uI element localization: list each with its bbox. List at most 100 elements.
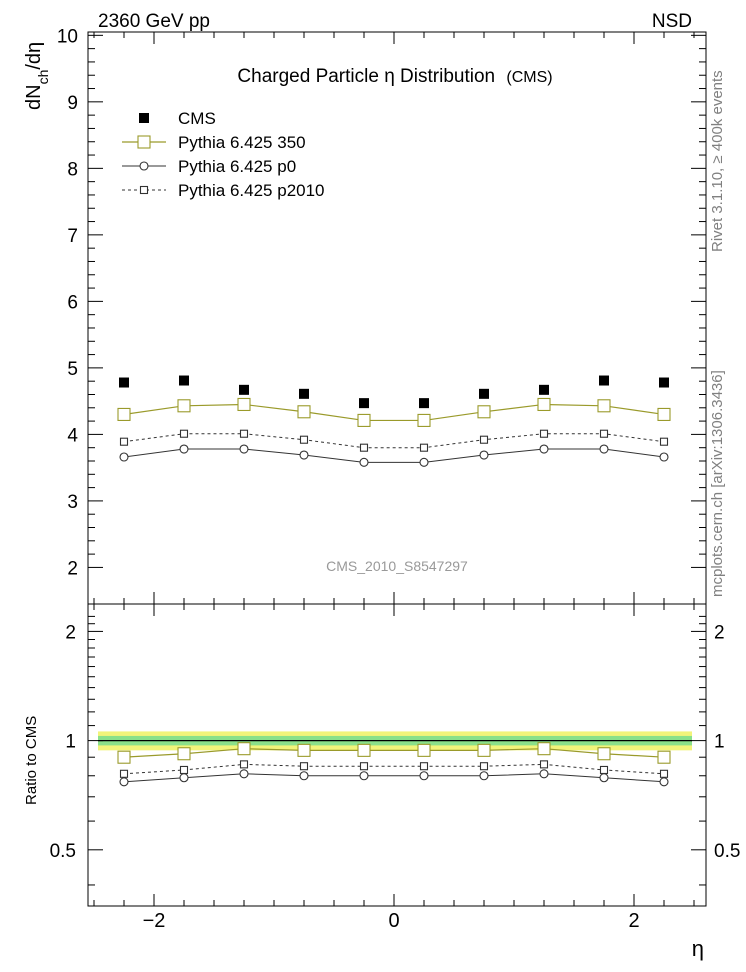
data-point bbox=[179, 444, 189, 454]
side-label-source: mcplots.cern.ch [arXiv:1306.3436] bbox=[709, 370, 726, 597]
x-tick-label: 2 bbox=[628, 910, 639, 932]
y-tick-label: 7 bbox=[67, 226, 78, 247]
data-point-cms bbox=[359, 398, 369, 409]
y-tick-label-right: 2 bbox=[714, 622, 725, 643]
data-point bbox=[177, 399, 191, 413]
ratio-point bbox=[537, 742, 551, 756]
ratio-point bbox=[539, 760, 549, 769]
upper-axes: 2 3 4 5 6 7 8 9 10 bbox=[57, 26, 707, 605]
series-line bbox=[123, 448, 665, 463]
lower-axes: −2 0 2 0.5 0.5 1 1 2 2 bbox=[50, 603, 740, 932]
ratio-point bbox=[479, 762, 489, 771]
ratio-point bbox=[657, 750, 671, 764]
ratio-point bbox=[659, 769, 669, 778]
legend-entry: Pythia 6.425 p0 bbox=[122, 157, 296, 176]
ratio-point bbox=[539, 769, 549, 779]
data-point-cms bbox=[599, 375, 609, 386]
data-point-cms bbox=[239, 384, 249, 395]
x-tick-label: −2 bbox=[143, 910, 166, 932]
ratio-point bbox=[419, 771, 429, 781]
watermark: CMS_2010_S8547297 bbox=[326, 558, 468, 574]
ratio-point bbox=[117, 750, 131, 764]
data-point-cms bbox=[419, 398, 429, 409]
ratio-point bbox=[359, 762, 369, 771]
ratio-point bbox=[599, 765, 609, 775]
series-line bbox=[123, 433, 665, 449]
ratio-point bbox=[119, 769, 129, 778]
y-tick-label: 8 bbox=[67, 159, 78, 180]
data-point bbox=[657, 407, 671, 421]
data-point bbox=[479, 435, 489, 444]
legend-marker bbox=[139, 185, 149, 195]
data-point bbox=[599, 429, 609, 438]
y-tick-label-right: 1 bbox=[714, 732, 725, 753]
legend-label: Pythia 6.425 350 bbox=[178, 133, 306, 152]
y-tick-label-right: 0.5 bbox=[714, 841, 740, 862]
ratio-point bbox=[237, 742, 251, 756]
y-tick-label: 2 bbox=[67, 558, 78, 579]
legend: CMS Pythia 6.425 350 Pythia 6.425 p0 Pythia… bbox=[122, 109, 325, 200]
y-tick-label: 10 bbox=[57, 26, 78, 47]
data-point bbox=[539, 429, 549, 438]
process-label: NSD bbox=[652, 11, 692, 32]
data-point bbox=[537, 397, 551, 412]
ratio-series-pythia-6-425-p0 bbox=[119, 769, 669, 787]
data-point bbox=[297, 405, 311, 419]
ratio-point bbox=[299, 771, 309, 781]
data-point bbox=[597, 399, 611, 413]
ratio-point bbox=[297, 743, 311, 757]
data-point bbox=[117, 407, 131, 421]
legend-label: CMS bbox=[178, 109, 216, 128]
legend-marker bbox=[137, 135, 151, 149]
legend-entry: Pythia 6.425 p2010 bbox=[122, 181, 325, 200]
series-pythia-6-425-p2010 bbox=[119, 429, 669, 452]
ratio-point bbox=[599, 773, 609, 783]
ratio-series-line bbox=[123, 748, 665, 758]
data-point bbox=[237, 397, 251, 412]
side-label-version: Rivet 3.1.10, ≥ 400k events bbox=[709, 70, 726, 252]
y-axis-label-main: dNch/dη bbox=[23, 42, 51, 110]
ratio-point bbox=[359, 771, 369, 781]
ratio-point bbox=[357, 743, 371, 757]
y-tick-label: 9 bbox=[67, 93, 78, 114]
legend-entry: Pythia 6.425 350 bbox=[122, 133, 306, 152]
series-cms bbox=[119, 375, 669, 409]
data-point-cms bbox=[539, 384, 549, 395]
legend-entry: CMS bbox=[139, 109, 216, 128]
ratio-point bbox=[239, 769, 249, 779]
data-point bbox=[239, 444, 249, 454]
data-point-cms bbox=[299, 388, 309, 399]
y-tick-label: 1 bbox=[65, 732, 76, 753]
data-point bbox=[659, 452, 669, 462]
ratio-point bbox=[597, 747, 611, 761]
y-tick-label: 6 bbox=[67, 292, 78, 313]
energy-label: 2360 GeV pp bbox=[98, 11, 210, 32]
ratio-point bbox=[477, 743, 491, 757]
data-point-cms bbox=[479, 388, 489, 399]
data-point bbox=[599, 444, 609, 454]
ratio-series-pythia-6-425-350 bbox=[117, 742, 671, 764]
axes-frame bbox=[87, 603, 707, 907]
ratio-point bbox=[299, 762, 309, 771]
series-pythia-6-425-350 bbox=[117, 397, 671, 427]
ratio-point bbox=[659, 777, 669, 787]
series-line bbox=[123, 403, 665, 422]
data-point bbox=[119, 452, 129, 462]
ratio-point bbox=[417, 743, 431, 757]
data-point bbox=[539, 444, 549, 454]
legend-marker-cms bbox=[139, 113, 149, 123]
ratio-point bbox=[179, 765, 189, 775]
data-point bbox=[357, 413, 371, 427]
y-tick-label: 2 bbox=[65, 622, 76, 643]
y-tick-label: 5 bbox=[67, 359, 78, 380]
ratio-series-line bbox=[123, 773, 665, 783]
ratio-point bbox=[119, 777, 129, 787]
data-point-cms bbox=[179, 375, 189, 386]
ratio-point bbox=[419, 762, 429, 771]
data-point bbox=[359, 443, 369, 452]
data-point bbox=[419, 457, 429, 467]
y-tick-label: 0.5 bbox=[50, 841, 76, 862]
legend-marker bbox=[139, 161, 149, 171]
ratio-point bbox=[479, 771, 489, 781]
data-point bbox=[299, 435, 309, 444]
